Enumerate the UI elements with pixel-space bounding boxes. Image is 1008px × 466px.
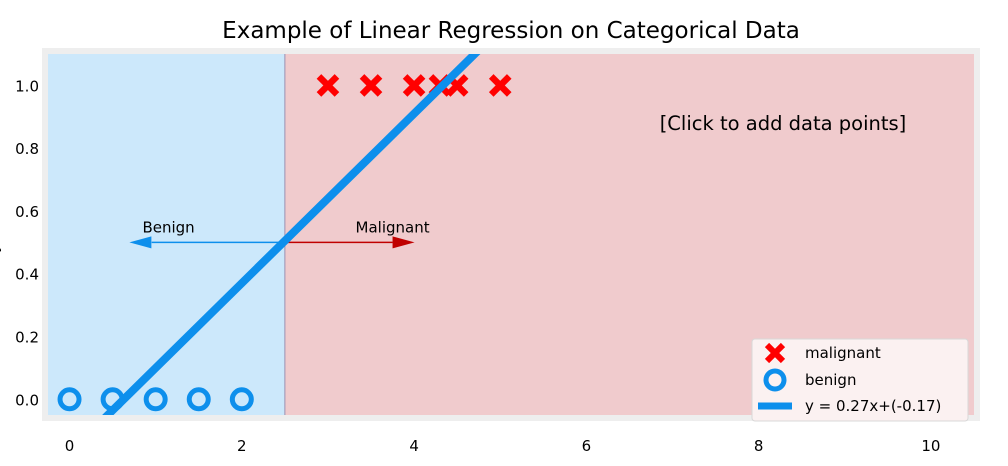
malignant-arrow-head xyxy=(392,236,415,249)
legend-line-label: y = 0.27x+(-0.17) xyxy=(805,397,941,415)
malignant-point[interactable] xyxy=(402,74,426,97)
benign-point[interactable] xyxy=(229,387,254,412)
malignant-arrow xyxy=(284,236,415,249)
benign-annotation-label: Benign xyxy=(142,218,194,236)
benign-point[interactable] xyxy=(100,387,125,412)
malignant-annotation-label: Malignant xyxy=(356,218,430,236)
y-tick-label: 0.6 xyxy=(15,203,39,221)
plot-area[interactable]: 0 2 4 6 8 10 0.0 0.2 0.4 0.6 0.8 1.0 Benign Malignant… xyxy=(15,0,980,455)
malignant-marker xyxy=(359,74,383,97)
x-tick-label: 4 xyxy=(409,437,419,455)
chart-title: Example of Linear Regression on Categori… xyxy=(222,18,800,44)
y-tick-label: 0.8 xyxy=(15,140,39,158)
benign-arrow xyxy=(129,236,285,249)
legend-malignant-label: malignant xyxy=(805,344,881,362)
benign-arrow-head xyxy=(129,236,152,249)
x-tick-label: 0 xyxy=(65,437,75,455)
malignant-marker xyxy=(402,74,426,97)
legend-box xyxy=(751,338,969,422)
benign-point[interactable] xyxy=(186,387,211,412)
malignant-point[interactable] xyxy=(488,74,512,97)
malignant-point[interactable] xyxy=(316,74,340,97)
legend-benign-marker xyxy=(763,368,787,392)
legend-malignant-marker xyxy=(764,342,786,364)
axes-frame xyxy=(42,48,980,421)
malignant-marker xyxy=(488,74,512,97)
y-axis-label: y xyxy=(0,243,2,252)
y-tick-label: 0.0 xyxy=(15,391,39,409)
legend: malignant benign y = 0.27x+(-0.17) xyxy=(751,338,969,422)
x-tick-label: 10 xyxy=(921,437,940,455)
regression-line xyxy=(102,54,481,415)
x-tick-label: 6 xyxy=(582,437,592,455)
malignant-point[interactable] xyxy=(359,74,383,97)
click-hint: [Click to add data points] xyxy=(660,112,907,135)
y-tick-label: 1.0 xyxy=(15,77,39,95)
benign-point[interactable] xyxy=(143,387,168,412)
x-tick-label: 8 xyxy=(754,437,764,455)
malignant-marker xyxy=(316,74,340,97)
benign-point[interactable] xyxy=(57,387,82,412)
legend-benign-label: benign xyxy=(805,371,856,389)
x-tick-label: 2 xyxy=(237,437,247,455)
y-tick-label: 0.4 xyxy=(15,266,39,284)
y-tick-label: 0.2 xyxy=(15,329,39,347)
